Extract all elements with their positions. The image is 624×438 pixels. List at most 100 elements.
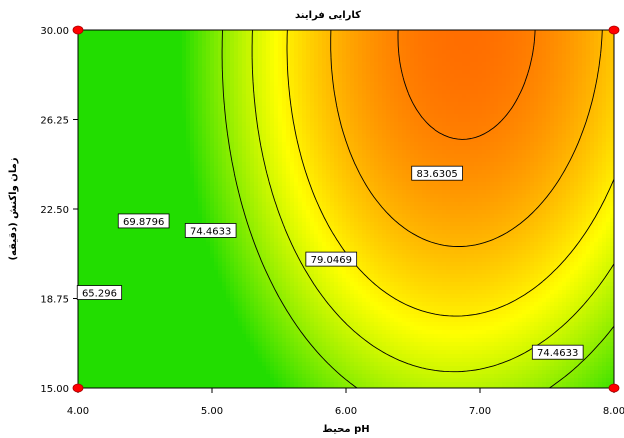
surface-cell — [206, 306, 211, 311]
surface-cell — [214, 170, 219, 175]
surface-cell — [122, 366, 127, 371]
surface-cell — [150, 122, 155, 127]
surface-cell — [162, 170, 167, 175]
surface-cell — [90, 374, 95, 379]
surface-cell — [110, 298, 115, 303]
surface-cell — [230, 274, 235, 279]
surface-cell — [138, 346, 143, 351]
surface-cell — [82, 34, 87, 39]
surface-cell — [282, 154, 287, 159]
surface-cell — [242, 42, 247, 47]
surface-cell — [150, 186, 155, 191]
surface-cell — [266, 118, 271, 123]
surface-cell — [86, 138, 91, 143]
surface-cell — [150, 266, 155, 271]
surface-cell — [166, 274, 171, 279]
surface-cell — [186, 66, 191, 71]
surface-cell — [214, 218, 219, 223]
surface-cell — [162, 110, 167, 115]
surface-cell — [82, 354, 87, 359]
surface-cell — [262, 330, 267, 335]
surface-cell — [110, 106, 115, 111]
surface-cell — [158, 62, 163, 67]
surface-cell — [146, 270, 151, 275]
surface-cell — [170, 38, 175, 43]
surface-cell — [110, 334, 115, 339]
surface-cell — [174, 334, 179, 339]
surface-cell — [230, 130, 235, 135]
surface-cell — [266, 218, 271, 223]
surface-cell — [186, 42, 191, 47]
surface-cell — [274, 334, 279, 339]
surface-cell — [106, 374, 111, 379]
surface-cell — [190, 170, 195, 175]
surface-cell — [154, 298, 159, 303]
surface-cell — [162, 70, 167, 75]
surface-cell — [210, 74, 215, 79]
surface-cell — [198, 158, 203, 163]
surface-cell — [290, 278, 295, 283]
surface-cell — [258, 134, 263, 139]
surface-cell — [178, 158, 183, 163]
surface-cell — [170, 250, 175, 255]
surface-cell — [262, 298, 267, 303]
surface-cell — [146, 190, 151, 195]
surface-cell — [282, 126, 287, 131]
surface-cell — [174, 386, 179, 389]
surface-cell — [198, 270, 203, 275]
surface-cell — [198, 306, 203, 311]
surface-cell — [282, 78, 287, 83]
surface-cell — [282, 226, 287, 231]
surface-cell — [286, 338, 291, 343]
surface-cell — [270, 94, 275, 99]
surface-cell — [238, 346, 243, 351]
surface-cell — [142, 50, 147, 55]
surface-cell — [86, 182, 91, 187]
surface-cell — [118, 298, 123, 303]
surface-cell — [178, 186, 183, 191]
surface-cell — [250, 290, 255, 295]
surface-cell — [134, 382, 139, 387]
surface-cell — [234, 350, 239, 355]
surface-cell — [102, 346, 107, 351]
surface-cell — [118, 42, 123, 47]
surface-cell — [138, 86, 143, 91]
surface-cell — [278, 258, 283, 263]
surface-cell — [110, 318, 115, 323]
surface-cell — [94, 214, 99, 219]
surface-cell — [162, 130, 167, 135]
surface-cell — [226, 350, 231, 355]
surface-cell — [98, 102, 103, 107]
surface-cell — [154, 114, 159, 119]
surface-cell — [118, 118, 123, 123]
surface-cell — [282, 54, 287, 59]
surface-cell — [294, 362, 299, 367]
surface-cell — [122, 250, 127, 255]
surface-cell — [150, 270, 155, 275]
surface-cell — [162, 346, 167, 351]
surface-cell — [122, 182, 127, 187]
surface-cell — [182, 122, 187, 127]
surface-cell — [194, 166, 199, 171]
surface-cell — [294, 126, 299, 131]
surface-cell — [222, 194, 227, 199]
surface-cell — [258, 118, 263, 123]
surface-cell — [214, 206, 219, 211]
surface-cell — [90, 254, 95, 259]
surface-cell — [286, 102, 291, 107]
surface-cell — [174, 322, 179, 327]
surface-cell — [114, 66, 119, 71]
surface-cell — [78, 282, 83, 287]
surface-cell — [218, 74, 223, 79]
surface-cell — [102, 86, 107, 91]
surface-cell — [218, 118, 223, 123]
surface-cell — [190, 246, 195, 251]
surface-cell — [114, 94, 119, 99]
surface-cell — [286, 222, 291, 227]
surface-cell — [218, 50, 223, 55]
surface-cell — [218, 354, 223, 359]
surface-cell — [258, 310, 263, 315]
surface-cell — [154, 202, 159, 207]
surface-cell — [170, 154, 175, 159]
surface-cell — [210, 274, 215, 279]
